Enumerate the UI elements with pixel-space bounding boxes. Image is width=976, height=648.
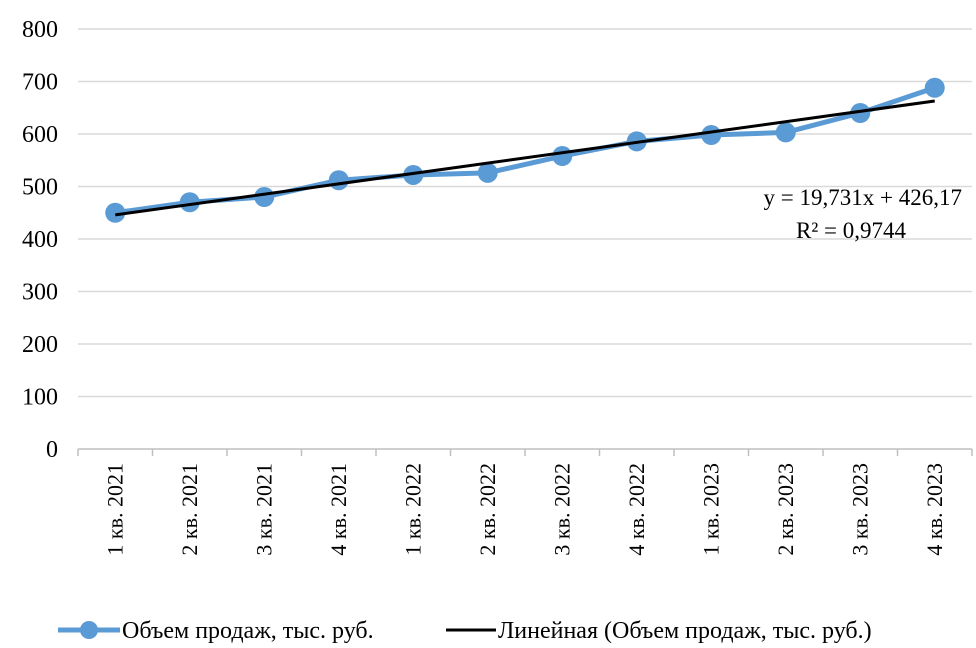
x-tick-label: 4 кв. 2021: [326, 463, 351, 556]
x-tick-label: 4 кв. 2023: [922, 463, 947, 556]
x-tick-label: 2 кв. 2021: [177, 463, 202, 556]
legend-series-label: Объем продаж, тыс. руб.: [122, 618, 374, 644]
y-tick-label: 100: [22, 385, 58, 411]
trendline-equation: y = 19,731x + 426,17: [764, 185, 962, 210]
data-point: [850, 103, 871, 123]
x-tick-label: 1 кв. 2022: [400, 463, 425, 556]
data-point: [477, 162, 498, 183]
y-tick-label: 500: [22, 175, 58, 201]
data-point: [328, 170, 349, 191]
data-point: [775, 122, 796, 143]
y-axis: 0 100 200 300 400 500 600 700 800: [22, 17, 58, 463]
x-tick-label: 2 кв. 2023: [773, 463, 798, 556]
x-tick-label: 3 кв. 2022: [549, 463, 574, 556]
x-tick-label: 1 кв. 2023: [698, 463, 723, 556]
y-tick-label: 600: [22, 122, 58, 148]
grid-lines: [78, 28, 972, 450]
data-point: [552, 146, 573, 167]
y-tick-label: 700: [22, 70, 58, 96]
series-line: [114, 85, 936, 216]
data-point: [179, 192, 200, 213]
y-tick-label: 400: [22, 227, 58, 253]
data-point: [105, 202, 126, 223]
x-tick-label: 4 кв. 2022: [624, 463, 649, 556]
legend-series-marker: [80, 621, 98, 639]
trendline-group: [115, 99, 935, 217]
y-tick-label: 0: [46, 437, 58, 463]
legend-trend-label: Линейная (Объем продаж, тыс. руб.): [498, 618, 872, 644]
trendline-r2: R² = 0,9744: [796, 218, 906, 243]
y-tick-label: 800: [22, 17, 58, 43]
series-group: [105, 77, 945, 223]
data-point: [701, 125, 722, 146]
x-tick-label: 1 кв. 2021: [102, 463, 127, 556]
x-tick-label: 3 кв. 2021: [251, 463, 276, 556]
y-tick-label: 300: [22, 280, 58, 306]
trendline: [115, 99, 935, 217]
legend: Объем продаж, тыс. руб. Линейная (Объем …: [58, 618, 872, 644]
x-tick-label: 3 кв. 2023: [847, 463, 872, 556]
x-tick-label: 2 кв. 2022: [475, 463, 500, 556]
data-point: [254, 187, 275, 207]
data-point: [924, 77, 945, 98]
x-axis: 1 кв. 2021 2 кв. 2021 3 кв. 2021 4 кв. 2021…: [77, 449, 973, 556]
y-tick-label: 200: [22, 332, 58, 358]
